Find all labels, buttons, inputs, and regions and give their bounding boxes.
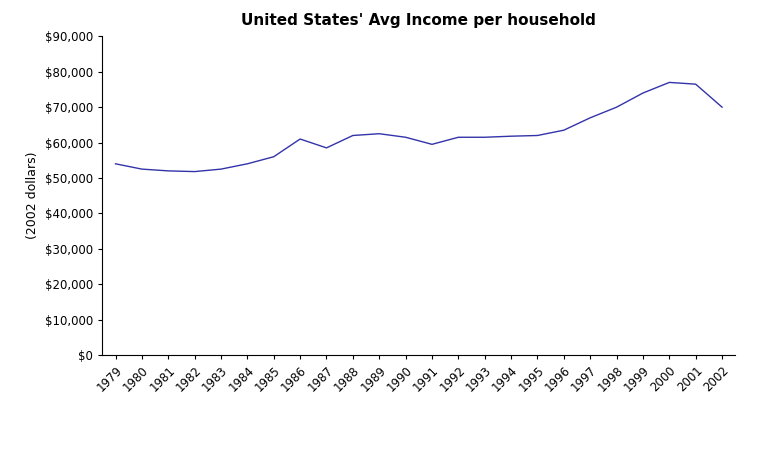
Y-axis label: (2002 dollars): (2002 dollars) [27, 152, 39, 239]
Title: United States' Avg Income per household: United States' Avg Income per household [241, 13, 597, 28]
